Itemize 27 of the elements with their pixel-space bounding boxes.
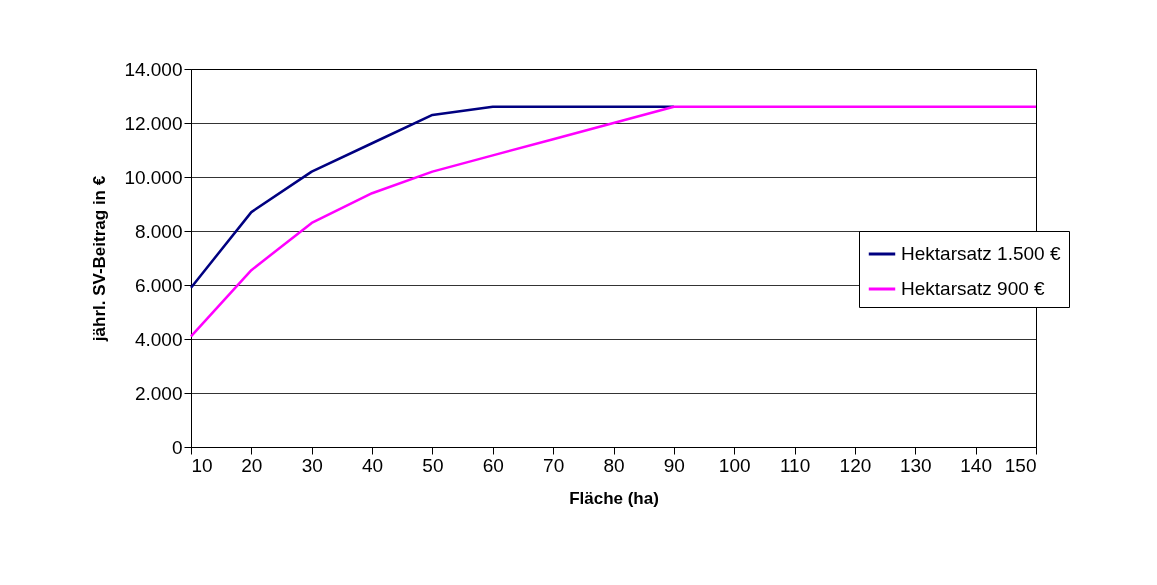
x-tick-label: 70 — [543, 454, 565, 476]
y-tick-label: 12.000 — [124, 112, 183, 134]
y-tick-label: 14.000 — [124, 58, 183, 80]
x-tick-label: 90 — [663, 454, 685, 476]
x-tick-label: 50 — [422, 454, 444, 476]
x-tick-label: 40 — [362, 454, 384, 476]
y-tick-label: 2.000 — [134, 382, 183, 404]
x-tick-label: 150 — [1004, 454, 1037, 476]
y-axis-title: jährl. SV-Beitrag in € — [90, 175, 110, 343]
x-tick-label: 100 — [718, 454, 751, 476]
y-tick-label: 4.000 — [134, 328, 183, 350]
legend-label: Hektarsatz 1.500 € — [901, 243, 1061, 264]
x-tick-label: 80 — [603, 454, 625, 476]
y-tick-label: 6.000 — [134, 274, 183, 296]
y-tick-label: 0 — [171, 436, 183, 458]
x-tick-label: 30 — [301, 454, 323, 476]
y-tick-label: 10.000 — [124, 166, 183, 188]
y-tick-label: 8.000 — [134, 220, 183, 242]
x-tick-label: 60 — [482, 454, 504, 476]
x-tick-label: 20 — [241, 454, 263, 476]
x-tick-label: 130 — [899, 454, 932, 476]
x-tick-label: 10 — [191, 454, 213, 476]
x-tick-label: 110 — [779, 454, 811, 476]
x-tick-label: 120 — [839, 454, 872, 476]
x-axis-title: Fläche (ha) — [569, 488, 659, 508]
x-tick-label: 140 — [960, 454, 992, 476]
legend-label: Hektarsatz 900 € — [901, 278, 1046, 299]
